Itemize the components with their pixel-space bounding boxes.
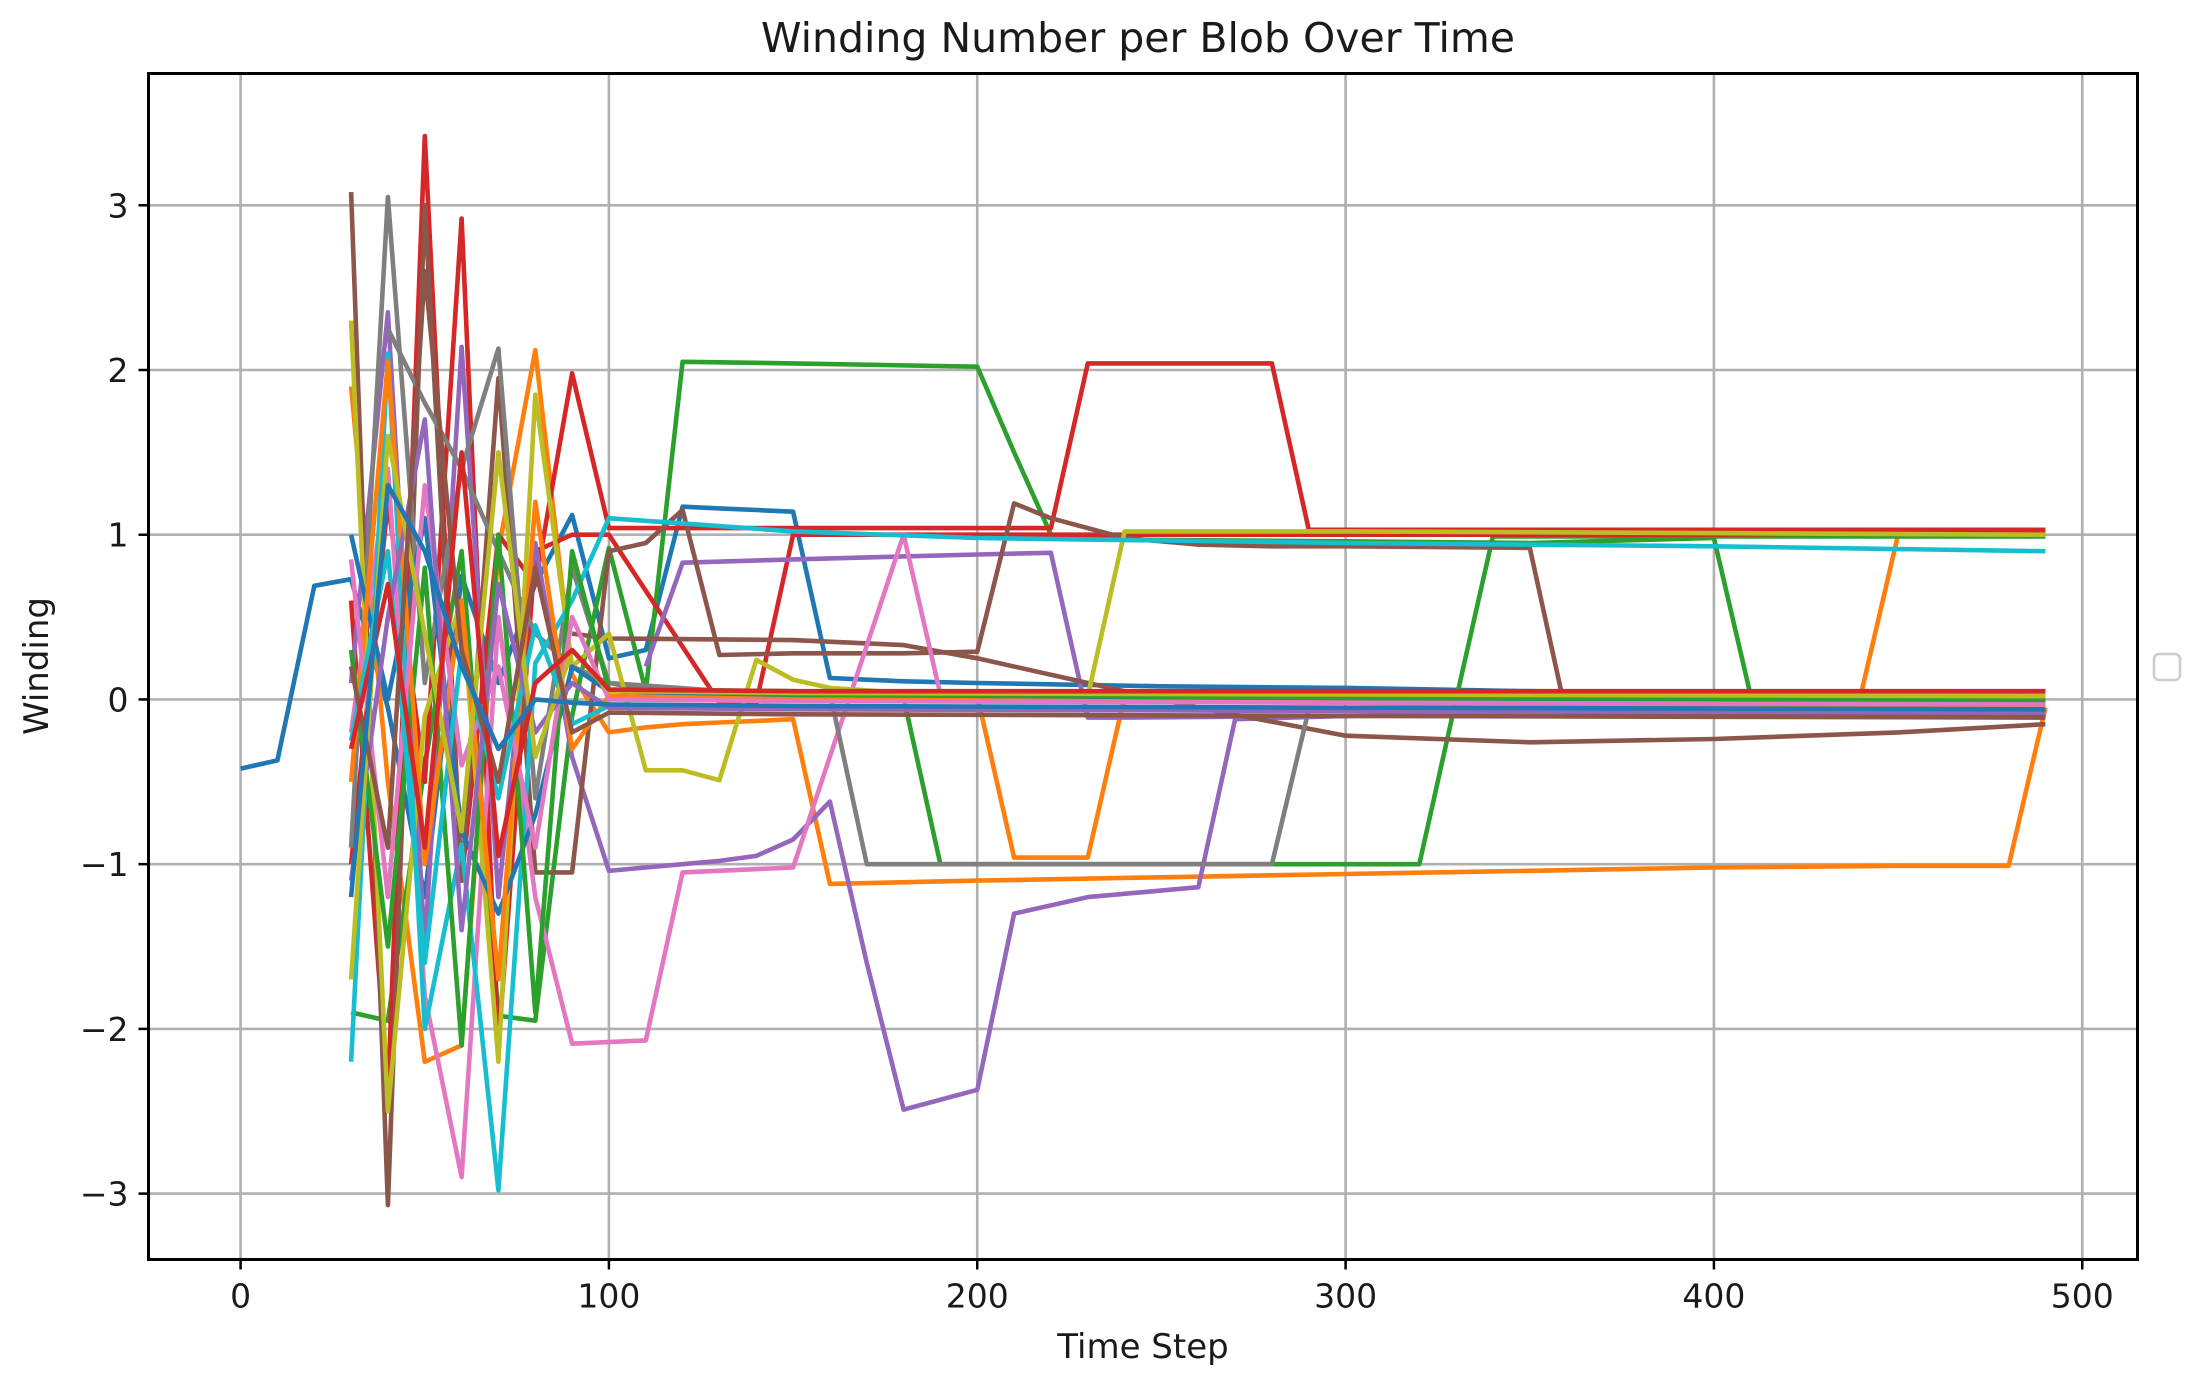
series-line-24: [348, 268, 2046, 851]
x-tick-label: 400: [1682, 1277, 1745, 1316]
y-tick-label: −1: [80, 845, 129, 884]
y-axis-ticks: −3 −2 −1 0 1 2 3: [80, 186, 149, 1214]
y-tick-label: 0: [108, 680, 129, 719]
y-axis-title: Winding: [17, 597, 57, 735]
x-tick-label: 300: [1314, 1277, 1377, 1316]
y-tick-label: 2: [108, 351, 129, 390]
x-tick-label: 500: [2051, 1277, 2114, 1316]
x-axis-title: Time Step: [1056, 1327, 1228, 1367]
y-tick-label: −3: [80, 1175, 129, 1214]
x-tick-label: 0: [230, 1277, 251, 1316]
x-gridlines: [239, 73, 2084, 1260]
series-line-16: [348, 351, 2046, 1193]
legend-box: [2152, 652, 2182, 682]
x-axis-ticks: 0 100 200 300 400 500: [230, 1259, 2114, 1316]
series-line-25: [348, 450, 2046, 859]
y-tick-label: 3: [108, 186, 129, 225]
series-lines: [240, 133, 2048, 1208]
x-tick-label: 200: [946, 1277, 1009, 1316]
series-line-8: [348, 309, 2046, 1112]
series-line-26: [348, 482, 2046, 898]
series-line-20: [348, 482, 2046, 900]
y-tick-label: 1: [108, 516, 129, 555]
plot-frame: [147, 72, 2139, 1261]
x-tick-label: 100: [577, 1277, 640, 1316]
y-tick-label: −2: [80, 1010, 129, 1049]
series-line-15: [348, 320, 2046, 1114]
chart-title: Winding Number per Blob Over Time: [761, 14, 1515, 62]
series-line-10: [348, 192, 2046, 1208]
